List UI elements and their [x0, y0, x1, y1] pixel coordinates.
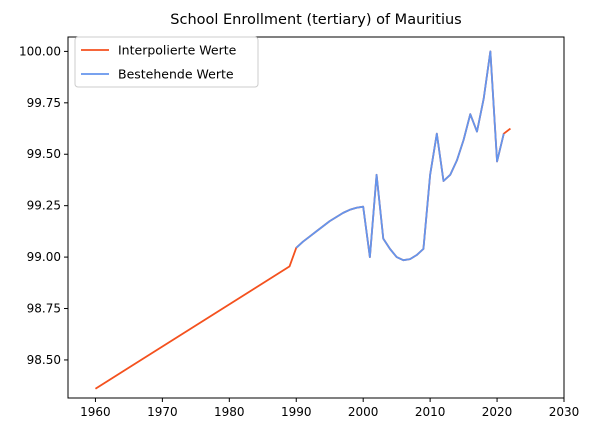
plot-frame: [67, 36, 565, 399]
legend-box: [74, 36, 259, 88]
legend-label-interpolated: Interpolierte Werte: [118, 43, 237, 58]
x-tick-label: 1990: [281, 405, 312, 419]
series-line-existing: [295, 50, 505, 262]
y-tick-label: 100.00: [19, 44, 61, 58]
legend-label-existing: Bestehende Werte: [118, 67, 234, 82]
x-tick-label: 2000: [348, 405, 379, 419]
plot-area: [68, 37, 564, 398]
legend: Interpolierte Werte Bestehende Werte: [74, 36, 259, 88]
y-tick-label: 99.00: [27, 250, 61, 264]
y-tick-label: 99.50: [27, 147, 61, 161]
y-tick-label: 98.75: [27, 302, 61, 316]
x-tick-label: 1980: [214, 405, 245, 419]
y-tick-label: 99.25: [27, 199, 61, 213]
x-tick-label: 1970: [147, 405, 178, 419]
axes-layer: 1960 1970 1980 1990 2000 2010 2020 2030 98.50 98.…: [19, 44, 579, 419]
x-tick-label: 2020: [482, 405, 513, 419]
x-tick-label: 2010: [415, 405, 446, 419]
series-layer: [94, 50, 511, 390]
chart-title: School Enrollment (tertiary) of Mauritiu…: [170, 12, 461, 28]
x-tick-label: 2030: [549, 405, 580, 419]
y-tick-label: 98.50: [27, 353, 61, 367]
y-tick-label: 99.75: [27, 96, 61, 110]
x-tick-label: 1960: [80, 405, 111, 419]
